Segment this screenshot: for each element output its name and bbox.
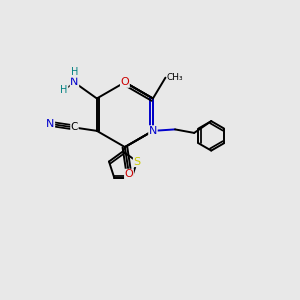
- Text: O: O: [124, 169, 134, 179]
- Text: CH₃: CH₃: [167, 73, 184, 82]
- Text: N: N: [70, 77, 79, 88]
- Text: O: O: [121, 77, 129, 87]
- Text: N: N: [46, 119, 55, 129]
- Text: S: S: [134, 157, 141, 166]
- Text: N: N: [149, 126, 157, 136]
- Text: H: H: [60, 85, 68, 95]
- Text: H: H: [71, 67, 78, 77]
- Text: C: C: [71, 122, 78, 133]
